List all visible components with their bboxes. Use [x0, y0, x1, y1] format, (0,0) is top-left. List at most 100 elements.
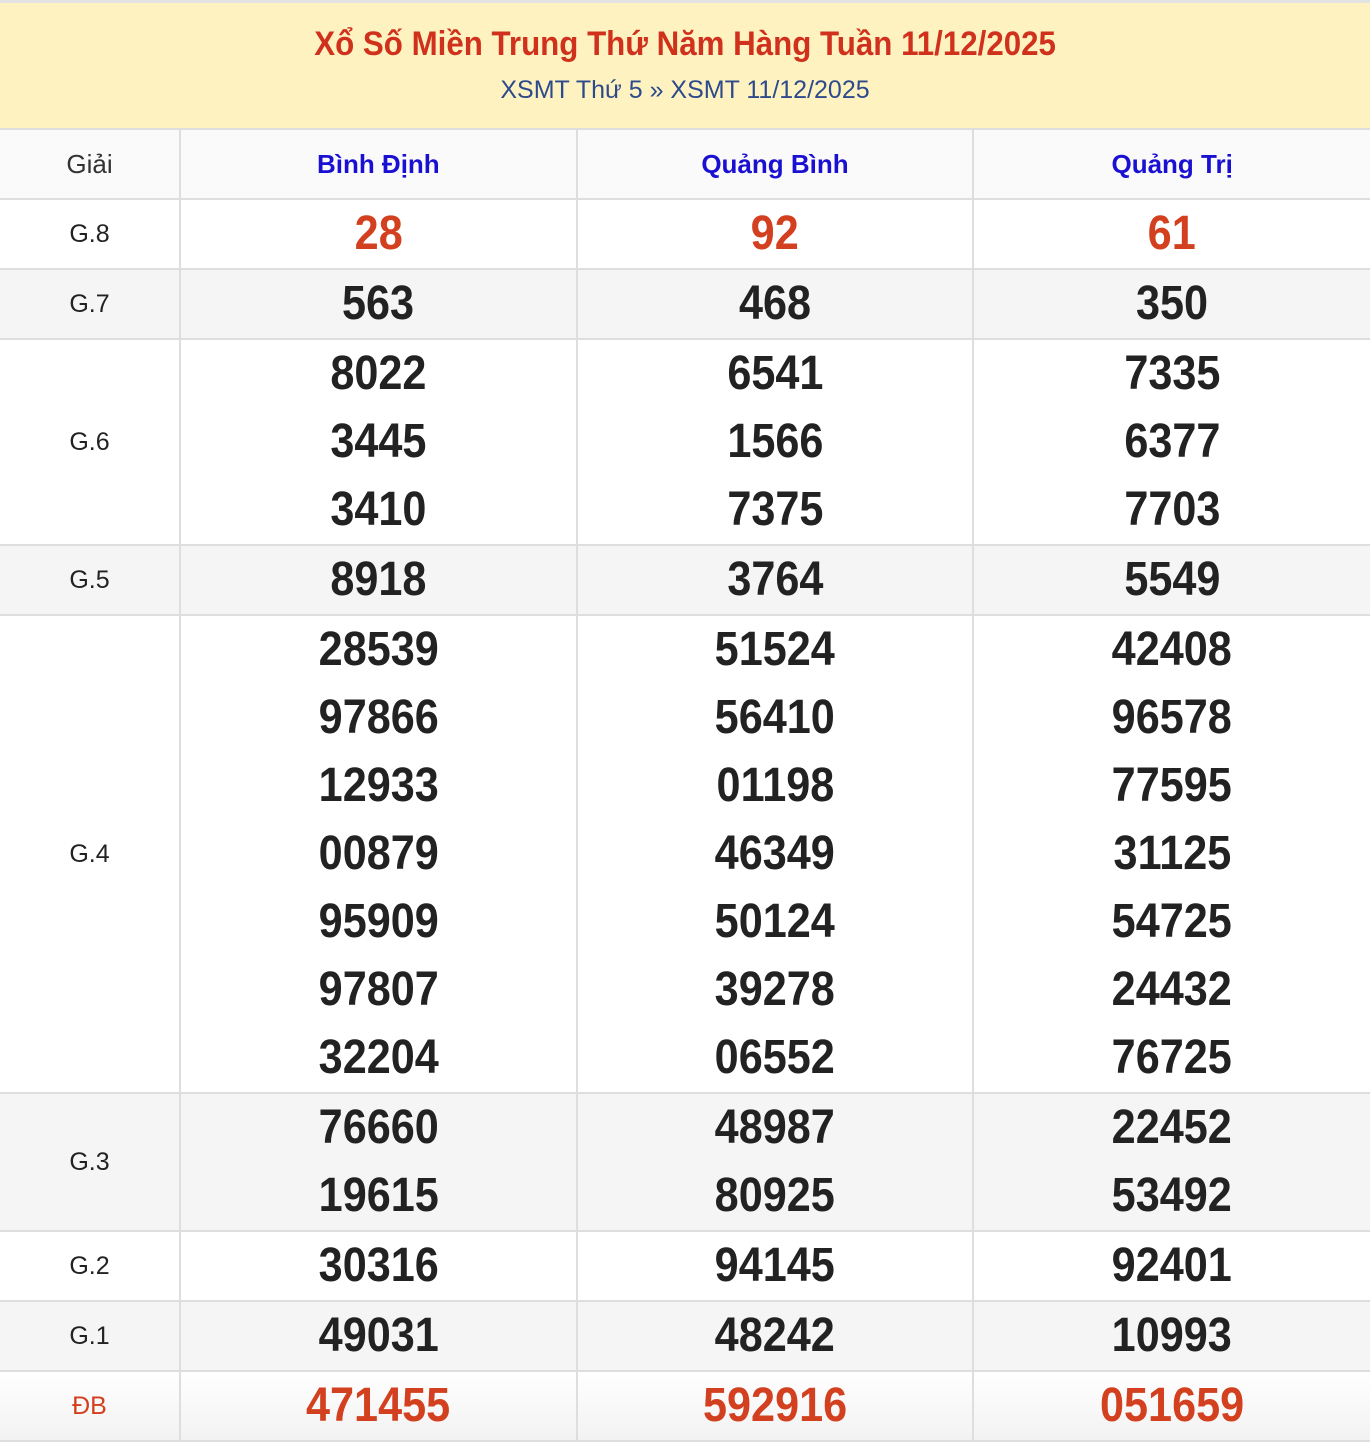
lottery-number: 42408 — [974, 616, 1370, 684]
lottery-number: 30316 — [181, 1232, 576, 1300]
lottery-number: 32204 — [181, 1024, 576, 1092]
lottery-number-text: 48987 — [714, 1101, 836, 1154]
result-cell: 22452 53492 — [972, 1092, 1370, 1232]
result-cell: 48987 80925 — [575, 1092, 975, 1232]
lottery-number: 7375 — [578, 476, 973, 544]
lottery-number: 468 — [578, 270, 973, 338]
lottery-number: 6377 — [974, 408, 1370, 476]
lottery-number-text: 051659 — [1100, 1379, 1245, 1432]
result-cell: 94145 — [575, 1230, 975, 1302]
lottery-number-text: 92 — [750, 207, 800, 260]
result-cell: 61 — [972, 198, 1370, 270]
lottery-number-text: 53492 — [1112, 1169, 1233, 1222]
result-cell: 3764 — [575, 544, 975, 616]
lottery-number: 00879 — [181, 820, 576, 888]
result-cell: 76660 19615 — [179, 1092, 578, 1232]
breadcrumb-link-xsmt-thu-5[interactable]: XSMT Thứ 5 — [500, 76, 643, 104]
result-cell: 49031 — [179, 1300, 578, 1372]
lottery-number: 01198 — [578, 752, 973, 820]
result-cell: 5549 — [972, 544, 1370, 616]
lottery-number-text: 1566 — [726, 415, 824, 468]
table-row: G.2 30316 94145 92401 — [0, 1230, 1370, 1302]
lottery-number: 28 — [181, 200, 576, 268]
prize-label: G.5 — [0, 544, 181, 616]
lottery-number-text: 12933 — [318, 759, 439, 812]
lottery-number-text: 24432 — [1112, 963, 1233, 1016]
breadcrumb-separator: » — [649, 76, 664, 104]
lottery-number-text: 00879 — [318, 827, 439, 880]
result-cell: 92 — [575, 198, 975, 270]
prize-label: G.7 — [0, 268, 181, 340]
lottery-number-text: 06552 — [714, 1031, 836, 1084]
lottery-number-text: 94145 — [714, 1239, 836, 1292]
lottery-number: 10993 — [974, 1302, 1370, 1370]
table-row: G.3 76660 19615 48987 80925 22452 53492 — [0, 1092, 1370, 1232]
result-cell: 92401 — [972, 1230, 1370, 1302]
lottery-number-text: 76660 — [318, 1101, 439, 1154]
lottery-number-text: 3764 — [726, 553, 824, 606]
lottery-number: 94145 — [578, 1232, 973, 1300]
lottery-number: 051659 — [974, 1372, 1370, 1440]
result-cell: 592916 — [575, 1370, 975, 1442]
lottery-number: 53492 — [974, 1162, 1370, 1230]
lottery-number-text: 30316 — [318, 1239, 439, 1292]
results-table: Giải Bình Định Quảng Bình Quảng Trị G.8 2… — [0, 128, 1370, 1442]
lottery-number-text: 7375 — [726, 483, 824, 536]
lottery-number: 28539 — [181, 616, 576, 684]
province-header-quang-tri[interactable]: Quảng Trị — [972, 128, 1370, 200]
prize-label: G.2 — [0, 1230, 181, 1302]
lottery-number: 49031 — [181, 1302, 576, 1370]
lottery-number-text: 471455 — [306, 1379, 451, 1432]
result-cell: 563 — [179, 268, 578, 340]
breadcrumb-link-xsmt-date[interactable]: XSMT 11/12/2025 — [670, 76, 870, 104]
lottery-number: 06552 — [578, 1024, 973, 1092]
result-cell: 468 — [575, 268, 975, 340]
lottery-number-text: 7703 — [1124, 483, 1221, 536]
table-row: G.5 8918 3764 5549 — [0, 544, 1370, 616]
breadcrumb: XSMT Thứ 5 » XSMT 11/12/2025 — [0, 76, 1370, 105]
table-row: ĐB 471455 592916 051659 — [0, 1370, 1370, 1442]
lottery-number: 39278 — [578, 956, 973, 1024]
lottery-number: 54725 — [974, 888, 1370, 956]
lottery-number-text: 5549 — [1124, 553, 1221, 606]
result-cell: 10993 — [972, 1300, 1370, 1372]
lottery-number-text: 95909 — [318, 895, 439, 948]
table-row: G.4 28539 97866 12933 00879 95909 97807 32204 51… — [0, 614, 1370, 1094]
lottery-number-text: 96578 — [1112, 691, 1233, 744]
lottery-number: 5549 — [974, 546, 1370, 614]
lottery-number: 80925 — [578, 1162, 973, 1230]
page-title: Xổ Số Miền Trung Thứ Năm Hàng Tuần 11/12… — [314, 25, 1056, 63]
lottery-number: 76725 — [974, 1024, 1370, 1092]
lottery-number: 12933 — [181, 752, 576, 820]
table-header-row: Giải Bình Định Quảng Bình Quảng Trị — [0, 128, 1370, 200]
lottery-number: 76660 — [181, 1094, 576, 1162]
lottery-number-text: 6377 — [1124, 415, 1221, 468]
result-cell: 8022 3445 3410 — [179, 338, 578, 546]
table-row: G.7 563 468 350 — [0, 268, 1370, 340]
lottery-number: 19615 — [181, 1162, 576, 1230]
lottery-number-text: 468 — [738, 277, 812, 330]
lottery-number: 96578 — [974, 684, 1370, 752]
lottery-number: 56410 — [578, 684, 973, 752]
lottery-number-text: 19615 — [318, 1169, 439, 1222]
lottery-number-text: 61 — [1148, 207, 1197, 260]
lottery-number-text: 97866 — [318, 691, 439, 744]
result-cell: 471455 — [179, 1370, 578, 1442]
lottery-number-text: 3445 — [330, 415, 427, 468]
lottery-number-text: 22452 — [1112, 1101, 1233, 1154]
province-header-quang-binh[interactable]: Quảng Bình — [575, 128, 975, 200]
lottery-number: 592916 — [578, 1372, 973, 1440]
lottery-number: 22452 — [974, 1094, 1370, 1162]
lottery-number-text: 46349 — [714, 827, 836, 880]
prize-label: G.6 — [0, 338, 181, 546]
lottery-number-text: 6541 — [726, 347, 824, 400]
prize-label: G.4 — [0, 614, 181, 1094]
lottery-number: 7703 — [974, 476, 1370, 544]
lottery-number: 563 — [181, 270, 576, 338]
lottery-number: 48242 — [578, 1302, 973, 1370]
lottery-number: 3410 — [181, 476, 576, 544]
province-header-binh-dinh[interactable]: Bình Định — [179, 128, 578, 200]
lottery-number-text: 31125 — [1113, 827, 1232, 880]
lottery-number-text: 350 — [1136, 277, 1209, 330]
result-cell: 28 — [179, 198, 578, 270]
